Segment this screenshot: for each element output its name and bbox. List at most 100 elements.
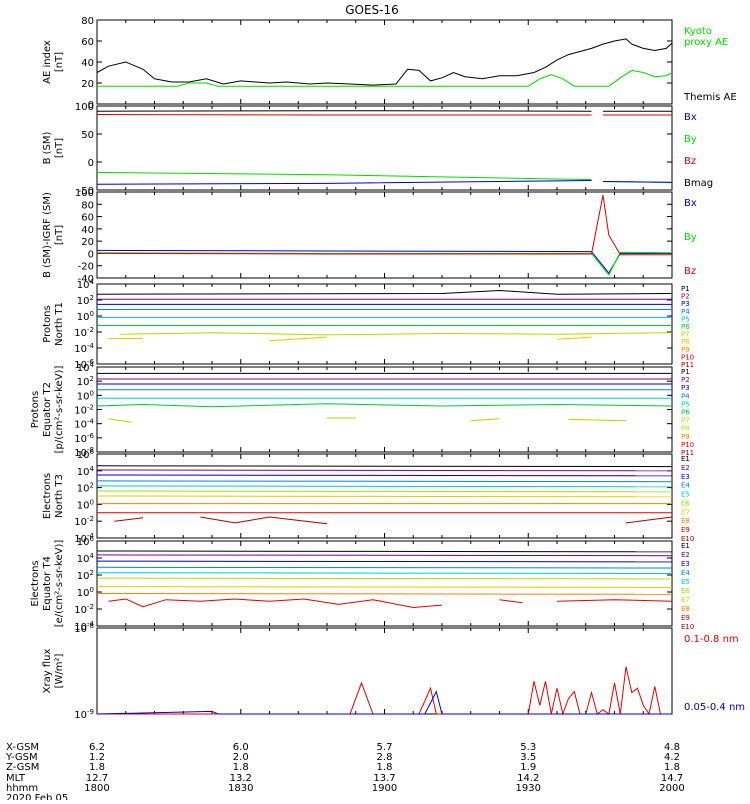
y-tick-label: 10-2 — [74, 404, 94, 417]
legend-entry: 0.1-0.8 nm — [684, 634, 739, 645]
series-e10 — [114, 516, 673, 525]
y-axis-title: ProtonsNorth T1 — [42, 302, 65, 346]
series-e6 — [96, 490, 673, 493]
panel-frame — [96, 19, 673, 105]
x-tick-label: 2.8 — [377, 752, 393, 763]
panel-1: AE index[nT] 80 60 40 20 0 Kyoto proxy AE Themis… — [42, 16, 737, 111]
panel-8: Xray flux[W/m²] 10-8 10-9 0.1-0.8 nm 0.05-0.… — [42, 622, 745, 721]
y-axis-title: ProtonsEquator T2[p/(cm²-s-sr-keV)] — [30, 366, 65, 454]
series-e1 — [96, 465, 673, 468]
x-row-label: MLT — [6, 773, 26, 784]
legend-entry: P3 — [681, 300, 690, 308]
legend-entry: E10 — [681, 535, 694, 543]
panel-5: ProtonsEquator T2[p/(cm²-s-sr-keV)] 104 10… — [30, 361, 694, 459]
series-bx — [96, 180, 673, 185]
y-axis-title: ElectronsNorth T3 — [42, 473, 65, 519]
y-tick-label: 10-9 — [74, 708, 94, 721]
y-tick-label: 100 — [75, 188, 94, 199]
series-e6 — [96, 577, 673, 580]
x-tick-label: 6.0 — [233, 742, 249, 753]
y-tick-label: 10-2 — [74, 515, 94, 528]
x-tick-label: 1.2 — [89, 752, 105, 763]
legend-entry: P7 — [681, 331, 690, 339]
panel-frame — [96, 191, 673, 279]
legend-entry: Bz — [684, 156, 696, 167]
series-e9 — [108, 598, 673, 609]
y-tick-label: -20 — [78, 262, 94, 273]
y-tick-label: 0 — [88, 100, 94, 111]
series-p8 — [108, 336, 592, 342]
x-axis-labels: X-GSMY-GSMZ-GSMMLThhmm6.21.21.812.718006… — [5, 742, 685, 804]
series-0-05-0-4-nm — [96, 690, 672, 715]
x-row-label: Z-GSM — [6, 762, 39, 773]
legend-entry: P8 — [681, 425, 690, 433]
legend-entry: P11 — [681, 361, 694, 369]
x-tick-label: 13.7 — [373, 773, 395, 784]
legend-entry: P1 — [681, 285, 690, 293]
legend-entry: Bx — [684, 112, 697, 123]
series-e4 — [96, 480, 673, 483]
x-tick-label: 1900 — [372, 783, 397, 794]
legend-entry: P2 — [681, 293, 690, 301]
x-tick-label: 3.5 — [520, 752, 536, 763]
x-tick-label: 1830 — [228, 783, 253, 794]
legend-entry: P9 — [681, 433, 690, 441]
series-e5 — [96, 572, 673, 574]
x-tick-label: 14.7 — [661, 773, 683, 784]
y-tick-label: 60 — [81, 37, 94, 48]
x-tick-label: 2000 — [659, 783, 684, 794]
legend-entry: P2 — [681, 376, 690, 384]
legend-entry: By — [684, 232, 697, 243]
series-bmag — [96, 110, 672, 112]
series-0-1-0-8-nm — [97, 666, 672, 716]
legend-entry: E3 — [681, 560, 690, 568]
x-tick-label: 13.2 — [230, 773, 252, 784]
x-row-label: Y-GSM — [5, 752, 38, 763]
legend-entry: E10 — [681, 623, 694, 631]
x-tick-label: 5.7 — [377, 742, 393, 753]
series-e7 — [96, 495, 673, 498]
y-tick-label: 102 — [77, 569, 94, 582]
legend-entry: P10 — [681, 353, 694, 361]
y-tick-label: 0 — [88, 158, 94, 169]
x-tick-label: 1.8 — [89, 762, 105, 773]
panel-frame — [96, 283, 673, 365]
series-p7 — [108, 417, 627, 423]
legend-entry: P1 — [681, 368, 690, 376]
legend-entry: P6 — [681, 409, 690, 417]
panel-frame — [96, 105, 673, 191]
legend-entry: P4 — [681, 392, 690, 400]
x-tick-label: 1930 — [516, 783, 541, 794]
legend-entry: P10 — [681, 441, 694, 449]
legend-entry: P4 — [681, 308, 690, 316]
legend-entry: E6 — [681, 587, 690, 595]
x-tick-label: 6.2 — [89, 742, 105, 753]
y-tick-label: 10-4 — [74, 418, 94, 431]
legend-entry: Kyoto proxy AE — [684, 26, 728, 48]
y-axis-title: B (SM)[nT] — [42, 131, 65, 164]
series-bz — [96, 114, 672, 116]
legend-entry: E7 — [681, 508, 690, 516]
legend-entry: E4 — [681, 482, 690, 490]
y-tick-label: 104 — [77, 361, 95, 374]
y-tick-label: 104 — [77, 278, 95, 291]
y-axis-title: ElectronsEquator T4[e/(cm²-s-sr-keV)] — [30, 540, 65, 628]
y-tick-label: 10-4 — [74, 342, 94, 355]
x-tick-label: 1800 — [84, 783, 109, 794]
y-tick-label: 80 — [81, 16, 94, 27]
y-tick-label: 40 — [81, 58, 94, 69]
x-tick-label: 4.8 — [664, 742, 680, 753]
panel-frame — [96, 627, 673, 715]
series-e4 — [96, 566, 673, 569]
legend-entry: P6 — [681, 323, 690, 331]
y-tick-label: 104 — [77, 465, 95, 478]
series-e8 — [96, 593, 673, 595]
series-p7 — [119, 332, 673, 336]
x-tick-label: 4.2 — [664, 752, 680, 763]
y-tick-label: 50 — [81, 130, 94, 141]
legend-entry: P11 — [681, 449, 694, 457]
legend-entry: 0.05-0.4 nm — [684, 702, 745, 713]
y-tick-label: 106 — [77, 448, 95, 461]
